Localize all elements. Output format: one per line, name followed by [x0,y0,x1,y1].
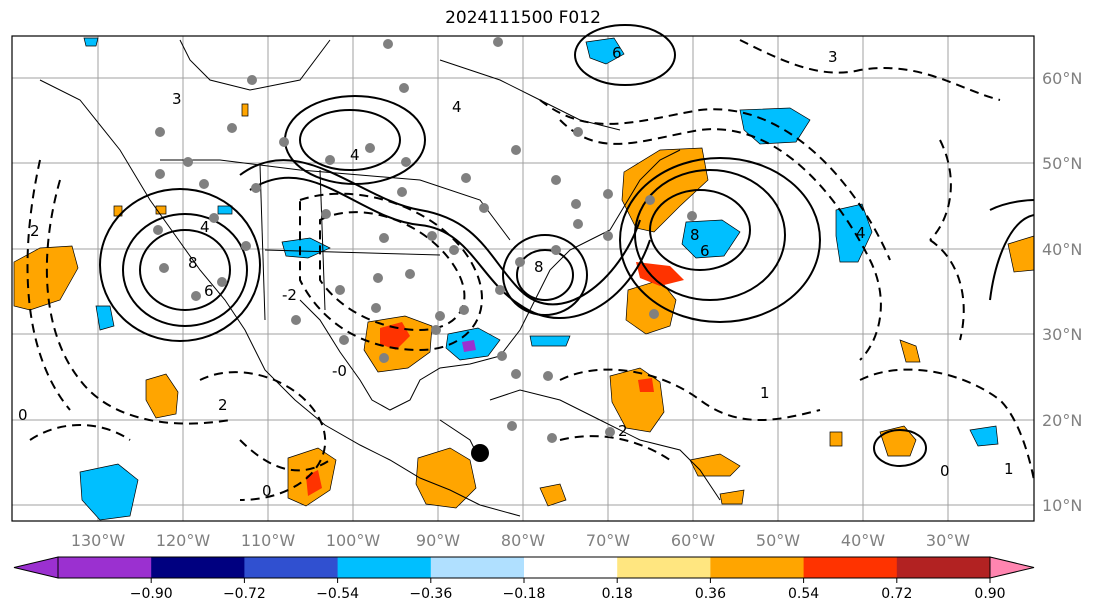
colorbar-segment [244,557,339,578]
contour-label: 3 [828,48,838,66]
dashed-contours [26,39,1035,501]
lat-label: 60°N [1042,69,1082,88]
lat-label: 30°N [1042,325,1082,344]
colorbar: −0.90 −0.72 −0.54 −0.36 −0.18 0.18 0.36 0.54 0.7… [13,556,1035,602]
lon-label: 90°W [416,531,460,550]
lat-label: 40°N [1042,240,1082,259]
contour-label: 8 [534,258,544,276]
colorbar-tick-label: −0.54 [316,586,359,602]
lon-label: 80°W [501,531,545,550]
lon-label: 60°W [671,531,715,550]
contour-label: 4 [452,98,462,116]
colorbar-tick-label: −0.72 [223,586,266,602]
contour-label: 2 [218,396,228,414]
lat-label: 50°N [1042,154,1082,173]
lat-label: 20°N [1042,411,1082,430]
contour-label: 4 [856,224,866,242]
colorbar-segment [896,557,991,578]
contour-label: 6 [204,282,214,300]
map-frame [11,35,1035,522]
lon-label: 130°W [71,531,126,550]
lon-label: 40°W [841,531,885,550]
coastlines [39,39,721,517]
contour-label: 0 [940,462,950,480]
graticule [12,36,1034,521]
contour-label: 1 [1004,460,1014,478]
contour-label: 6 [700,242,710,260]
colorbar-tick-label: −0.36 [409,586,452,602]
colorbar-segment [430,557,525,578]
lon-label: 120°W [156,531,211,550]
map-title: 2024111500 F012 [445,8,601,28]
colorbar-segment [58,557,152,578]
lon-label: 70°W [586,531,630,550]
colorbar-tick-label: 0.36 [695,586,726,602]
colorbar-segment [151,557,245,578]
contour-label: 2 [618,422,628,440]
lon-label: 30°W [926,531,970,550]
lat-label: 10°N [1042,496,1082,515]
colorbar-segment [524,557,618,578]
contour-label: -0 [332,362,347,380]
contour-label: 8 [690,226,700,244]
colorbar-tick-label: 0.18 [602,586,633,602]
contour-label: 0 [18,406,28,424]
latitude-labels: 60°N 50°N 40°N 30°N 20°N 10°N [1042,69,1082,515]
station-markers [153,37,697,443]
colorbar-tick-label: 0.54 [788,586,819,602]
contour-label: 4 [350,146,360,164]
lon-label: 100°W [326,531,381,550]
colorbar-segment [803,557,898,578]
colorbar-segment [617,557,711,578]
contour-label: 3 [172,90,182,108]
colorbar-segment [337,557,432,578]
contour-label-group: 3 2 4 8 6 4 6 8 6 0 2 0 1 0 1 2 -2 -0 8 … [18,44,1014,500]
colorbar-segment [710,557,805,578]
contour-label: 1 [760,384,770,402]
contour-label: 0 [262,482,272,500]
solid-contours [99,24,1035,467]
colorbar-extend-high [989,556,1035,579]
storm-center-marker [471,444,489,462]
contour-label: 2 [30,222,40,240]
contour-label: 8 [188,254,198,272]
lon-label: 50°W [756,531,800,550]
contour-label: 4 [200,218,210,236]
colorbar-tick-label: 0.72 [881,586,912,602]
contour-label: -2 [282,286,297,304]
lon-label: 110°W [241,531,296,550]
contour-label: 6 [612,44,622,62]
colorbar-extend-low [13,556,59,579]
strong-negative-fills [462,340,476,352]
negative-anomaly-fills [79,37,999,521]
colorbar-tick-label: 0.90 [974,586,1005,602]
longitude-labels: 130°W 120°W 110°W 100°W 90°W 80°W 70°W 6… [71,531,970,550]
strong-positive-fills [306,262,684,496]
colorbar-tick-label: −0.18 [503,586,546,602]
colorbar-tick-label: −0.90 [130,586,173,602]
